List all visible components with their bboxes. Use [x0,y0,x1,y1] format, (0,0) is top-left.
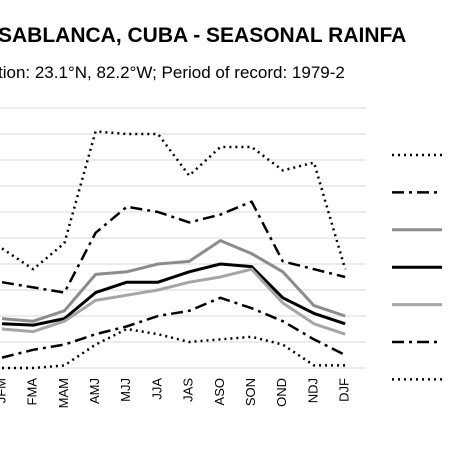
x-tick-label: NDJ [305,378,320,403]
series-line [1,262,346,327]
series-line [1,296,346,359]
x-tick-label: JFM [0,378,8,403]
x-tick-label: MAM [56,378,71,408]
series-line [1,200,346,294]
x-tick-label: JJA [149,378,164,400]
x-tick-label: JAS [181,378,196,402]
x-tick-label: MJJ [118,378,133,402]
series-line [1,239,346,323]
x-tick-label: ASO [212,378,227,405]
chart-subtitle: tion: 23.1°N, 82.2°W; Period of record: … [0,63,345,82]
x-tick-label: OND [274,378,289,407]
series-line [2,327,346,370]
series-line [1,130,347,271]
x-tick-label: AMJ [87,378,102,404]
x-tick-label: DJF [337,378,352,402]
series-line [1,267,346,336]
chart-title: SABLANCA, CUBA - SEASONAL RAINFA [0,24,406,47]
x-tick-label: SON [243,378,258,406]
x-tick-label: FMA [25,378,40,406]
